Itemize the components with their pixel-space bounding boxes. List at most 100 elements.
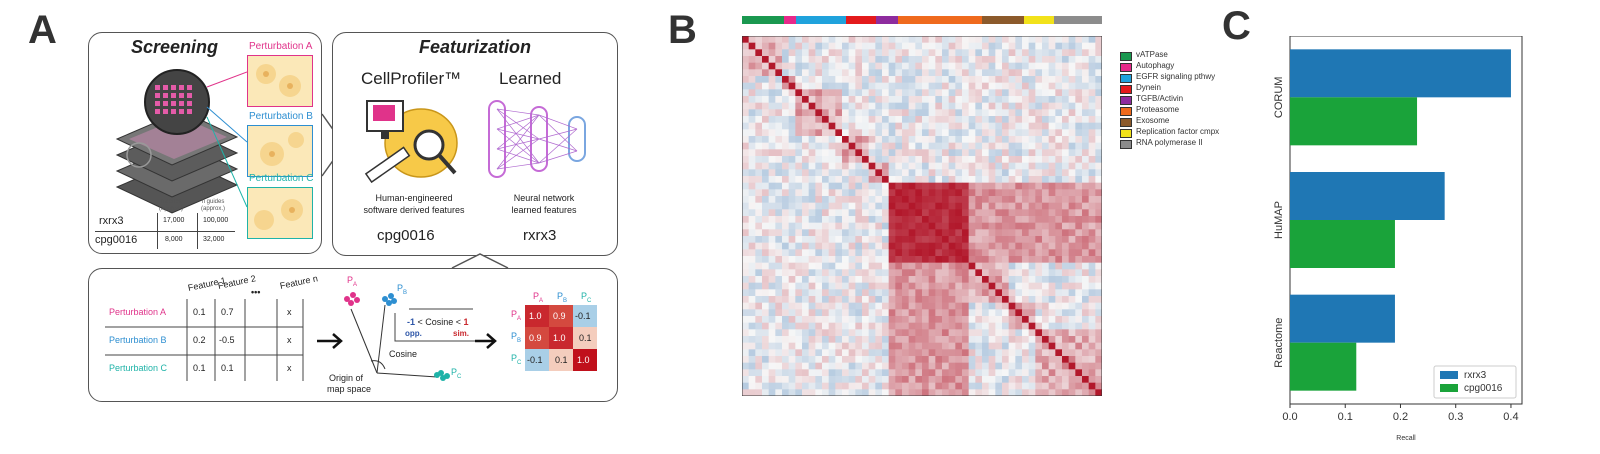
heatmap-cell xyxy=(882,36,889,43)
heatmap-cell xyxy=(1075,149,1083,157)
heatmap-cell xyxy=(908,362,916,370)
heatmap-cell xyxy=(1002,142,1009,150)
heatmap-cell xyxy=(982,189,989,197)
heatmap-cell xyxy=(975,196,983,203)
heatmap-cell xyxy=(1048,369,1056,377)
heatmap-cell xyxy=(962,142,969,150)
heatmap-cell xyxy=(775,329,783,337)
heatmap-cell xyxy=(828,336,836,343)
heatmap-cell xyxy=(1075,329,1083,337)
heatmap-cell xyxy=(928,216,936,223)
heatmap-cell xyxy=(1082,82,1089,90)
heatmap-cell xyxy=(1062,262,1069,270)
heatmap-cell xyxy=(1008,202,1016,210)
heatmap-cell xyxy=(768,69,776,77)
heatmap-cell xyxy=(848,282,856,290)
heatmap-cell xyxy=(828,129,836,137)
heatmap-cell xyxy=(802,309,809,317)
heatmap-cell xyxy=(748,102,756,110)
x-tick-label: 0.4 xyxy=(1503,411,1518,423)
heatmap-cell xyxy=(795,209,803,217)
heatmap-cell xyxy=(1042,136,1049,143)
heatmap-cell xyxy=(975,236,983,243)
heatmap-cell xyxy=(762,76,769,83)
heatmap-cell xyxy=(1028,309,1036,317)
heatmap-cell xyxy=(922,262,929,270)
heatmap-cell xyxy=(1042,269,1049,277)
heatmap-cell xyxy=(882,382,889,390)
heatmap-cell xyxy=(1095,42,1102,50)
heatmap-cell xyxy=(855,169,863,177)
heatmap-cell xyxy=(748,316,756,323)
heatmap-cell xyxy=(782,176,789,183)
heatmap-cell xyxy=(1048,316,1056,323)
heatmap-cell xyxy=(1022,149,1029,157)
heatmap-cell xyxy=(848,96,856,103)
heatmap-cell xyxy=(875,242,883,250)
heatmap-cell xyxy=(922,202,929,210)
heatmap-cell xyxy=(868,182,876,190)
heatmap-cell xyxy=(975,96,983,103)
heatmap-cell xyxy=(895,236,903,243)
heatmap-cell xyxy=(1082,196,1089,203)
heatmap-cell xyxy=(822,329,829,337)
heatmap-cell xyxy=(1055,89,1063,97)
heatmap-cell xyxy=(802,236,809,243)
heatmap-cell xyxy=(1082,269,1089,277)
heatmap-cell xyxy=(822,129,829,137)
heatmap-cell xyxy=(748,216,756,223)
heatmap-cell xyxy=(935,289,943,297)
heatmap-cell xyxy=(1082,362,1089,370)
heatmap-cell xyxy=(808,336,816,343)
heatmap-cell xyxy=(822,56,829,63)
heatmap-cell xyxy=(828,296,836,303)
heatmap-cell xyxy=(882,262,889,270)
heatmap-cell xyxy=(1008,96,1016,103)
heatmap-cell xyxy=(842,276,849,283)
heatmap-cell xyxy=(1088,162,1096,170)
panel-label-c: C xyxy=(1222,4,1251,48)
heatmap-cell xyxy=(968,176,976,183)
heatmap-cell xyxy=(795,69,803,77)
heatmap-cell xyxy=(1015,56,1023,63)
heatmap-cell xyxy=(835,389,843,396)
heatmap-cell xyxy=(975,122,983,130)
heatmap-cell xyxy=(1068,196,1076,203)
heatmap-cell xyxy=(908,116,916,123)
heatmap-cell xyxy=(775,169,783,177)
heatmap-cell xyxy=(882,42,889,50)
heatmap-cell xyxy=(1042,89,1049,97)
heatmap-cell xyxy=(908,329,916,337)
heatmap-cell xyxy=(908,156,916,163)
heatmap-cell xyxy=(1055,276,1063,283)
heatmap-cell xyxy=(1095,376,1102,383)
heatmap-cell xyxy=(1008,42,1016,50)
heatmap-cell xyxy=(922,329,929,337)
heatmap-cell xyxy=(915,209,923,217)
pa-label: PA xyxy=(347,275,358,288)
heatmap-cell xyxy=(955,96,963,103)
heatmap-cell xyxy=(1062,282,1069,290)
heatmap-cell xyxy=(915,96,923,103)
heatmap-cell xyxy=(1035,76,1043,83)
heatmap-cell xyxy=(1022,336,1029,343)
heatmap-cell xyxy=(762,49,769,57)
heatmap-cell xyxy=(868,242,876,250)
heatmap-cell xyxy=(1002,222,1009,230)
heatmap-cell xyxy=(922,342,929,350)
heatmap-cell xyxy=(1075,356,1083,363)
heatmap-cell xyxy=(908,289,916,297)
heatmap-cell xyxy=(942,69,949,77)
heatmap-cell xyxy=(795,102,803,110)
heatmap-cell xyxy=(755,362,763,370)
heatmap-cell xyxy=(742,156,749,163)
heatmap-cell xyxy=(795,316,803,323)
heatmap-cell xyxy=(888,136,896,143)
heatmap-cell xyxy=(948,316,956,323)
heatmap-cell xyxy=(915,249,923,257)
heatmap-cell xyxy=(902,389,909,396)
heatmap-cell xyxy=(1082,242,1089,250)
heatmap-cell xyxy=(1095,296,1102,303)
heatmap-cell xyxy=(828,76,836,83)
heatmap-cell xyxy=(782,236,789,243)
